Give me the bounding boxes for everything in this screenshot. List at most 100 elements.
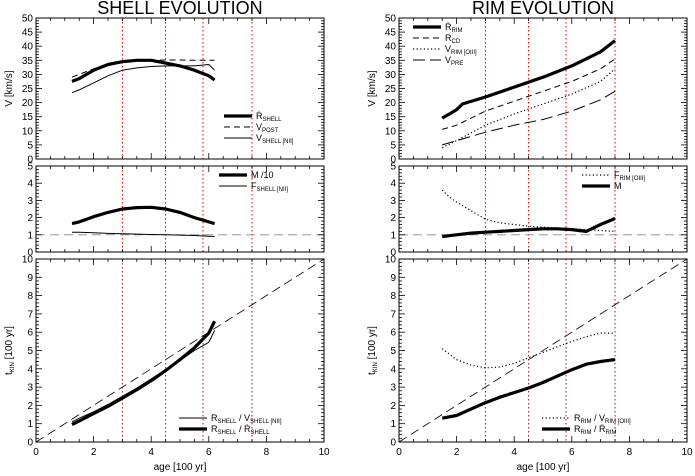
y-tick-label: 50 bbox=[22, 14, 34, 25]
y-tick-label: 25 bbox=[385, 84, 397, 95]
axes-frame bbox=[35, 17, 325, 160]
legend-entry: ṘSHELL bbox=[256, 111, 282, 123]
y-tick-label: 5 bbox=[390, 346, 396, 357]
x-tick-label: 4 bbox=[148, 447, 154, 458]
legend-entry: VPRE bbox=[445, 55, 463, 67]
y-tick-label: 0 bbox=[390, 438, 396, 449]
panel-title: SHELL EVOLUTION bbox=[97, 0, 262, 18]
y-tick-label: 35 bbox=[22, 56, 34, 67]
y-tick-label: 2 bbox=[27, 213, 33, 224]
x-tick-label: 10 bbox=[318, 447, 330, 458]
y-tick-label: 3 bbox=[390, 196, 396, 207]
y-tick-label: 5 bbox=[27, 162, 33, 173]
x-tick-label: 4 bbox=[511, 447, 517, 458]
axes-frame bbox=[398, 17, 688, 160]
x-axis-label: age [100 yr] bbox=[517, 462, 570, 473]
y-axis-label: V [km/s] bbox=[367, 70, 378, 106]
y-tick-label: 45 bbox=[22, 28, 34, 39]
y-tick-label: 30 bbox=[22, 70, 34, 81]
legend-entry: RSHELL / ṘSHELL bbox=[211, 424, 270, 436]
y-tick-label: 10 bbox=[385, 255, 397, 266]
y-tick-label: 3 bbox=[390, 383, 396, 394]
series-line-1 bbox=[72, 231, 215, 237]
legend-entry: RSHELL / VSHELL [NII] bbox=[211, 413, 282, 425]
y-tick-label: 9 bbox=[27, 273, 33, 284]
y-tick-label: 10 bbox=[385, 126, 397, 137]
y-tick-label: 0 bbox=[27, 248, 33, 259]
panel-title: RIM EVOLUTION bbox=[472, 0, 614, 18]
series-line-1 bbox=[71, 320, 217, 427]
y-tick-label: 6 bbox=[390, 328, 396, 339]
series-line-0 bbox=[441, 332, 615, 369]
legend-entry: M /10 bbox=[251, 170, 274, 180]
x-tick-label: 8 bbox=[627, 447, 633, 458]
y-tick-label: 5 bbox=[27, 346, 33, 357]
series-line-2 bbox=[441, 68, 616, 149]
series-line-0 bbox=[71, 58, 216, 83]
y-tick-label: 1 bbox=[27, 230, 33, 241]
y-tick-label: 0 bbox=[390, 248, 396, 259]
series-line-0 bbox=[71, 205, 216, 226]
axes-frame bbox=[35, 165, 325, 253]
x-tick-label: 8 bbox=[264, 447, 270, 458]
x-axis-label: age [100 yr] bbox=[154, 462, 207, 473]
y-tick-label: 5 bbox=[390, 162, 396, 173]
y-tick-label: 4 bbox=[27, 179, 33, 190]
legend-entry: VRIM [OIII] bbox=[445, 44, 477, 56]
y-tick-label: 25 bbox=[22, 84, 34, 95]
y-tick-label: 20 bbox=[22, 98, 34, 109]
y-tick-label: 3 bbox=[27, 196, 33, 207]
y-tick-label: 10 bbox=[22, 126, 34, 137]
y-tick-label: 40 bbox=[22, 42, 34, 53]
legend-entry: VPOST bbox=[256, 122, 279, 134]
y-tick-label: 4 bbox=[390, 364, 396, 375]
diagonal-line bbox=[398, 258, 688, 443]
legend-entry: RCD bbox=[445, 33, 461, 45]
legend-entry: FSHELL [NII] bbox=[251, 181, 288, 193]
y-tick-label: 1 bbox=[390, 230, 396, 241]
x-tick-label: 6 bbox=[569, 447, 575, 458]
y-tick-label: 15 bbox=[385, 112, 397, 123]
y-tick-label: 10 bbox=[22, 255, 34, 266]
panel-shell_t: 0 2 4 6 8 10 0 1 2 3 4 5 6 7 8 9 10 age [100 yr] tKIN [100… bbox=[4, 255, 330, 474]
x-tick-label: 2 bbox=[91, 447, 97, 458]
diagonal-line bbox=[35, 258, 325, 443]
y-tick-label: 0 bbox=[27, 438, 33, 449]
x-tick-label: 0 bbox=[396, 447, 402, 458]
y-tick-label: 4 bbox=[390, 179, 396, 190]
series-line-0 bbox=[441, 39, 616, 120]
y-tick-label: 2 bbox=[27, 401, 33, 412]
y-tick-label: 7 bbox=[27, 309, 33, 320]
y-tick-label: 0 bbox=[27, 155, 33, 166]
y-tick-label: 8 bbox=[27, 291, 33, 302]
series-line-2 bbox=[71, 64, 215, 94]
y-tick-label: 5 bbox=[27, 140, 33, 151]
series-line-3 bbox=[442, 90, 616, 146]
panel-rim_t: 0 2 4 6 8 10 0 1 2 3 4 5 6 7 8 9 10 age [100 yr] tKIN [100… bbox=[367, 255, 693, 474]
y-axis-label: tKIN [100 yr] bbox=[367, 326, 379, 375]
legend-entry: RRIM / VRIM [OIII] bbox=[574, 413, 631, 425]
x-tick-label: 6 bbox=[206, 447, 212, 458]
y-tick-label: 6 bbox=[27, 328, 33, 339]
series-line-1 bbox=[442, 217, 616, 239]
y-tick-label: 40 bbox=[385, 42, 397, 53]
legend-entry: M bbox=[614, 181, 622, 191]
y-tick-label: 3 bbox=[27, 383, 33, 394]
x-tick-label: 10 bbox=[681, 447, 693, 458]
series-line-1 bbox=[441, 358, 616, 420]
panel-shell_v: SHELL EVOLUTION 0 5 10 15 20 25 30 35 40 45 50 V [km… bbox=[4, 0, 325, 166]
series-line-1 bbox=[442, 58, 616, 130]
y-tick-label: 50 bbox=[385, 14, 397, 25]
legend-entry: VSHELL [NII] bbox=[256, 133, 294, 145]
y-tick-label: 1 bbox=[390, 419, 396, 430]
panel-rim_v: RIM EVOLUTION 0 5 10 15 20 25 30 35 40 45 50 V [km/s… bbox=[367, 0, 688, 166]
x-tick-label: 0 bbox=[33, 447, 39, 458]
y-tick-label: 8 bbox=[390, 291, 396, 302]
y-tick-label: 0 bbox=[390, 155, 396, 166]
y-tick-label: 5 bbox=[390, 140, 396, 151]
y-tick-label: 35 bbox=[385, 56, 397, 67]
y-tick-label: 2 bbox=[390, 401, 396, 412]
y-tick-label: 9 bbox=[390, 273, 396, 284]
